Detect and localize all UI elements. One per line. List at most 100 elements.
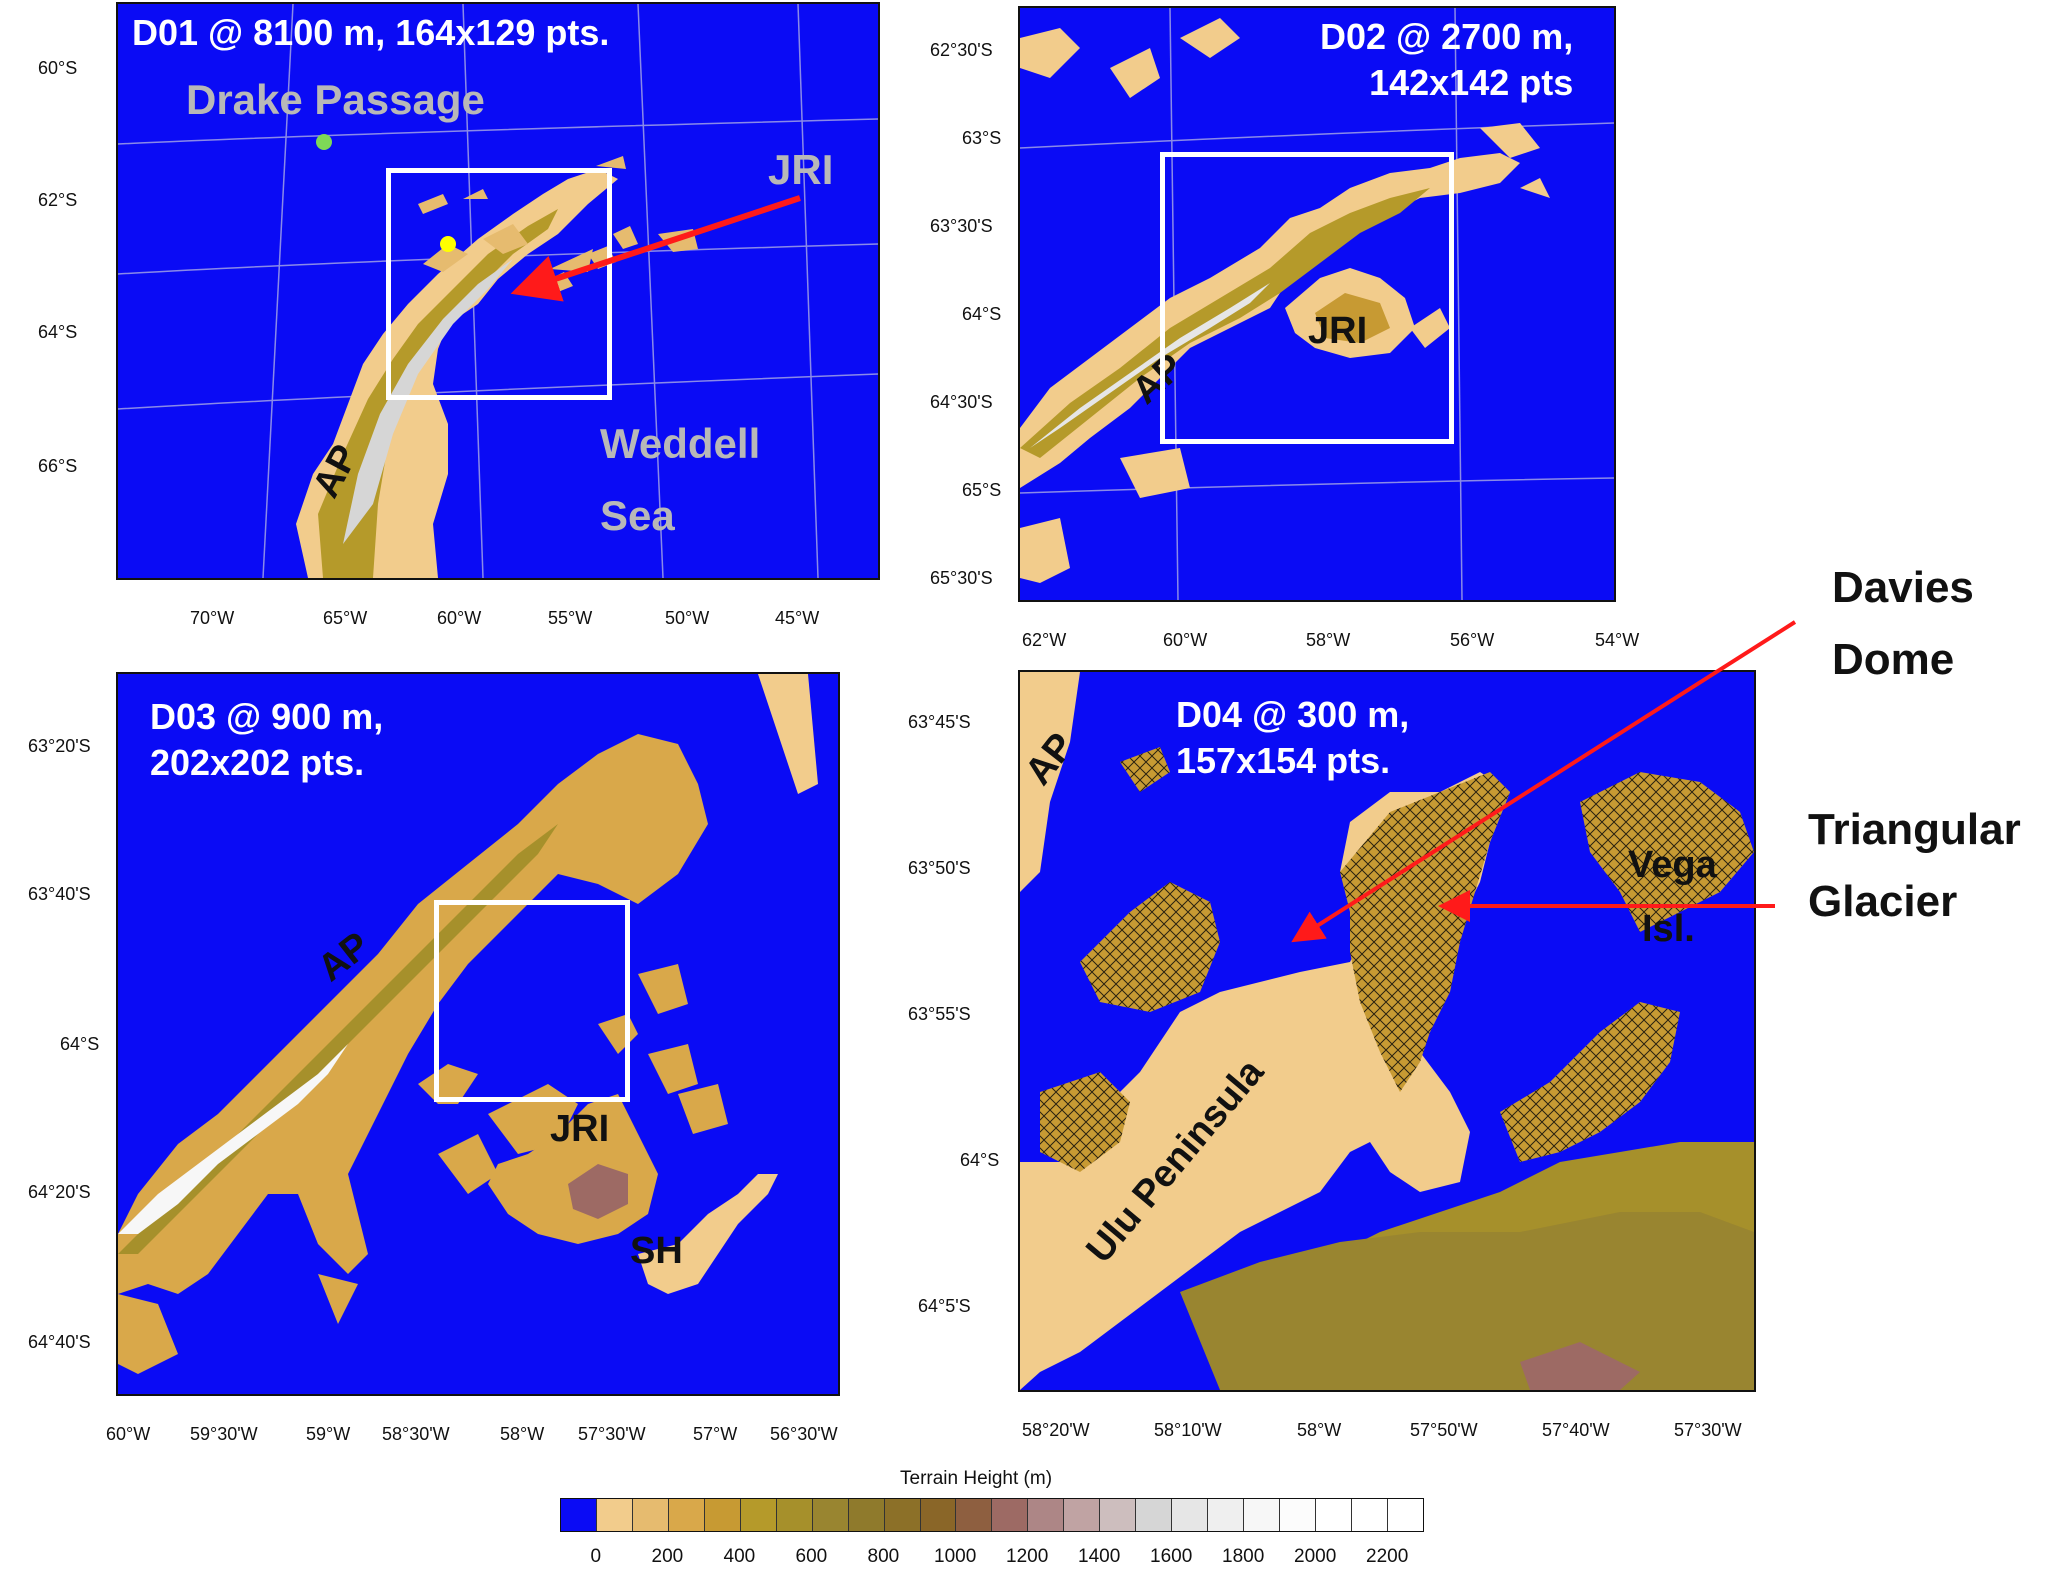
- lat-tick: 63°50'S: [908, 858, 971, 878]
- lon-tick: 56°W: [1450, 630, 1495, 650]
- lat-tick: 63°55'S: [908, 1004, 971, 1024]
- colorbar-tick-label: 2200: [1366, 1546, 1409, 1567]
- lat-tick: 64°S: [962, 304, 1002, 324]
- panel-title-d02: D02 @ 2700 m, 142x142 pts: [1320, 16, 1574, 103]
- lat-tick: 64°40'S: [28, 1332, 91, 1352]
- label-sh-d03: SH: [630, 1230, 683, 1272]
- lon-tick: 59°W: [306, 1424, 351, 1444]
- lat-tick: 64°30'S: [930, 392, 993, 412]
- lon-tick: 55°W: [548, 608, 593, 628]
- lat-tick: 64°S: [960, 1150, 1000, 1170]
- lon-tick: 57°30'W: [1674, 1420, 1742, 1440]
- lon-tick: 58°10'W: [1154, 1420, 1222, 1440]
- colorbar-swatch: [1028, 1499, 1065, 1531]
- colorbar-swatch: [920, 1499, 957, 1531]
- colorbar-swatch: [1100, 1499, 1137, 1531]
- colorbar-tick-label: 2000: [1294, 1546, 1337, 1567]
- label-isl: Isl.: [1642, 908, 1695, 950]
- lat-tick: 65°S: [962, 480, 1002, 500]
- colorbar-swatch: [704, 1499, 741, 1531]
- colorbar-tick-label: 0: [590, 1546, 602, 1567]
- lon-tick: 57°30'W: [578, 1424, 646, 1444]
- colorbar-swatch: [1172, 1499, 1209, 1531]
- label-jri-d01: JRI: [768, 146, 834, 193]
- colorbar-swatch: [884, 1499, 921, 1531]
- inner-domain-box-d01: [386, 168, 612, 400]
- panel-title-d03: D03 @ 900 m, 202x202 pts.: [150, 696, 384, 783]
- lon-tick: 57°W: [693, 1424, 738, 1444]
- lat-tick: 64°5'S: [918, 1296, 971, 1316]
- map-panel-d04: D04 @ 300 m, 157x154 pts. AP Ulu Peninsu…: [1018, 670, 1756, 1392]
- annotation-triangular-glacier: Triangular Glacier: [1808, 805, 2021, 926]
- terrain-d02: [1020, 8, 1614, 600]
- colorbar: [560, 1498, 1424, 1532]
- lon-tick: 56°30'W: [770, 1424, 838, 1444]
- lon-tick: 62°W: [1022, 630, 1067, 650]
- panel-title-d04: D04 @ 300 m, 157x154 pts.: [1176, 694, 1410, 781]
- colorbar-tick-label: 1400: [1078, 1546, 1121, 1567]
- colorbar-swatch: [1244, 1499, 1281, 1531]
- lon-tick: 60°W: [1163, 630, 1208, 650]
- lat-tick: 66°S: [38, 456, 78, 476]
- inner-domain-box-d03: [434, 900, 630, 1102]
- label-sea: Sea: [600, 492, 675, 539]
- label-drake-passage: Drake Passage: [186, 76, 485, 123]
- lat-tick: 64°S: [60, 1034, 100, 1054]
- lon-tick: 70°W: [190, 608, 235, 628]
- colorbar-tick-label: 600: [795, 1546, 828, 1567]
- lat-tick: 63°S: [962, 128, 1002, 148]
- lat-tick: 60°S: [38, 58, 78, 78]
- lat-tick: 63°30'S: [930, 216, 993, 236]
- lon-tick: 58°W: [1297, 1420, 1342, 1440]
- colorbar-swatch: [1351, 1499, 1388, 1531]
- colorbar-title: Terrain Height (m): [900, 1468, 1053, 1489]
- colorbar-swatch: [776, 1499, 813, 1531]
- annotation-davies-dome: Davies Dome: [1832, 563, 1974, 684]
- label-jri-d03: JRI: [550, 1108, 610, 1150]
- colorbar-swatch: [668, 1499, 705, 1531]
- lat-tick: 65°30'S: [930, 568, 993, 588]
- label-jri-d02: JRI: [1308, 310, 1368, 352]
- panel-title-d01: D01 @ 8100 m, 164x129 pts.: [132, 12, 610, 53]
- colorbar-swatch: [632, 1499, 669, 1531]
- lon-tick: 58°W: [1306, 630, 1351, 650]
- lon-tick: 58°30'W: [382, 1424, 450, 1444]
- colorbar-swatch: [956, 1499, 993, 1531]
- lat-tick: 62°S: [38, 190, 78, 210]
- lon-tick: 45°W: [775, 608, 820, 628]
- map-panel-d02: D02 @ 2700 m, 142x142 pts JRI AP: [1018, 6, 1616, 602]
- colorbar-swatch: [1280, 1499, 1317, 1531]
- colorbar-swatch: [740, 1499, 777, 1531]
- lon-tick: 50°W: [665, 608, 710, 628]
- lon-tick: 54°W: [1595, 630, 1640, 650]
- colorbar-swatch: [561, 1499, 597, 1531]
- lat-tick: 63°45'S: [908, 712, 971, 732]
- colorbar-swatch: [848, 1499, 885, 1531]
- label-vega: Vega: [1628, 844, 1717, 886]
- lon-tick: 58°W: [500, 1424, 545, 1444]
- colorbar-swatch: [812, 1499, 849, 1531]
- lon-tick: 65°W: [323, 608, 368, 628]
- lon-tick: 57°50'W: [1410, 1420, 1478, 1440]
- map-panel-d03: D03 @ 900 m, 202x202 pts. AP JRI SH: [116, 672, 840, 1396]
- lon-tick: 57°40'W: [1542, 1420, 1610, 1440]
- yellow-marker: [440, 236, 456, 252]
- colorbar-tick-label: 1000: [934, 1546, 977, 1567]
- colorbar-tick-label: 1600: [1150, 1546, 1193, 1567]
- colorbar-swatch: [992, 1499, 1029, 1531]
- colorbar-tick-label: 1800: [1222, 1546, 1265, 1567]
- lon-tick: 59°30'W: [190, 1424, 258, 1444]
- colorbar-swatch: [596, 1499, 633, 1531]
- colorbar-swatch: [1208, 1499, 1245, 1531]
- colorbar-tick-label: 800: [867, 1546, 900, 1567]
- colorbar-swatch: [1387, 1499, 1423, 1531]
- lon-tick: 58°20'W: [1022, 1420, 1090, 1440]
- lon-tick: 60°W: [437, 608, 482, 628]
- lon-tick: 60°W: [106, 1424, 151, 1444]
- colorbar-swatch: [1136, 1499, 1173, 1531]
- lat-tick: 63°40'S: [28, 884, 91, 904]
- colorbar-tick-label: 1200: [1006, 1546, 1049, 1567]
- lat-tick: 64°S: [38, 322, 78, 342]
- label-weddell: Weddell: [600, 420, 761, 467]
- colorbar-swatch: [1316, 1499, 1352, 1531]
